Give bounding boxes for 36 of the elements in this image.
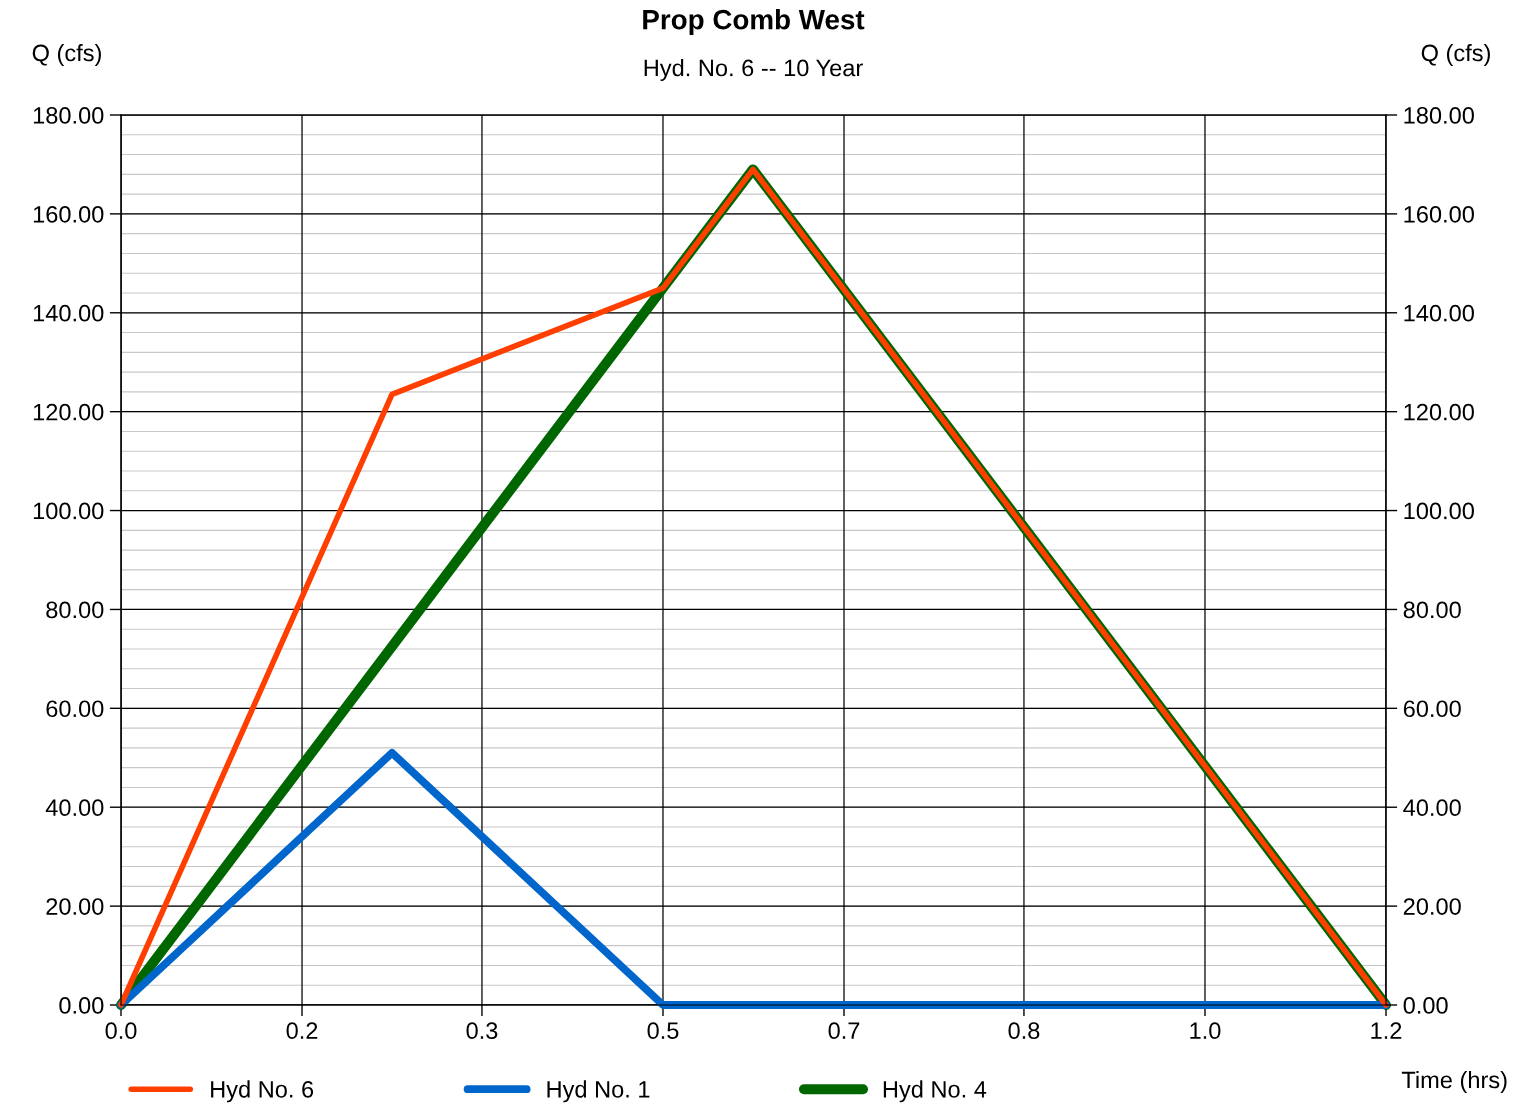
y-tick-label: 80.00	[46, 601, 104, 619]
y-tick-label: 180.00	[33, 107, 104, 124]
x-tick-label: 0.2	[286, 1022, 318, 1040]
y2-tick-label: 140.00	[1404, 304, 1474, 322]
legend-label: Hyd No. 1	[547, 1080, 650, 1103]
y-tick-label: 40.00	[45, 799, 104, 817]
y-tick-label: 160.00	[33, 205, 104, 223]
y2-tick-label: 80.00	[1403, 601, 1461, 619]
x-tick-label: 0.0	[105, 1022, 137, 1040]
y-tick-label: 120.00	[33, 403, 104, 421]
x-tick-label: 0.7	[828, 1022, 860, 1040]
y2-tick-label: 180.00	[1404, 107, 1474, 124]
y-axis-title: Q (cfs)	[32, 44, 101, 66]
chart-title: Prop Comb West	[643, 9, 865, 35]
x-tick-label: 0.5	[647, 1022, 679, 1040]
y-tick-label: 20.00	[46, 898, 104, 915]
x-tick-label: 1.2	[1371, 1022, 1402, 1039]
y2-tick-label: 100.00	[1404, 502, 1474, 520]
y-tick-label: 100.00	[33, 502, 104, 520]
legend-label: Hyd No. 4	[883, 1080, 987, 1103]
y2-axis-title: Q (cfs)	[1421, 44, 1490, 66]
y-tick-label: 60.00	[46, 700, 104, 718]
y2-tick-label: 120.00	[1404, 403, 1474, 421]
y2-tick-label: 60.00	[1403, 700, 1461, 718]
y2-tick-label: 160.00	[1404, 205, 1474, 223]
y2-tick-label: 40.00	[1403, 799, 1461, 817]
x-axis-title: Time (hrs)	[1401, 1070, 1507, 1093]
x-tick-label: 1.0	[1190, 1022, 1221, 1040]
x-tick-label: 0.8	[1008, 1022, 1040, 1040]
y-tick-label: 0.00	[59, 997, 104, 1014]
chart-subtitle: Hyd. No. 6 -- 10 Year	[644, 59, 863, 81]
x-tick-label: 0.3	[466, 1022, 498, 1040]
legend-label: Hyd No. 6	[211, 1080, 314, 1103]
y-tick-label: 140.00	[33, 304, 104, 322]
y2-tick-label: 20.00	[1403, 898, 1461, 915]
y2-tick-label: 0.00	[1403, 997, 1448, 1014]
